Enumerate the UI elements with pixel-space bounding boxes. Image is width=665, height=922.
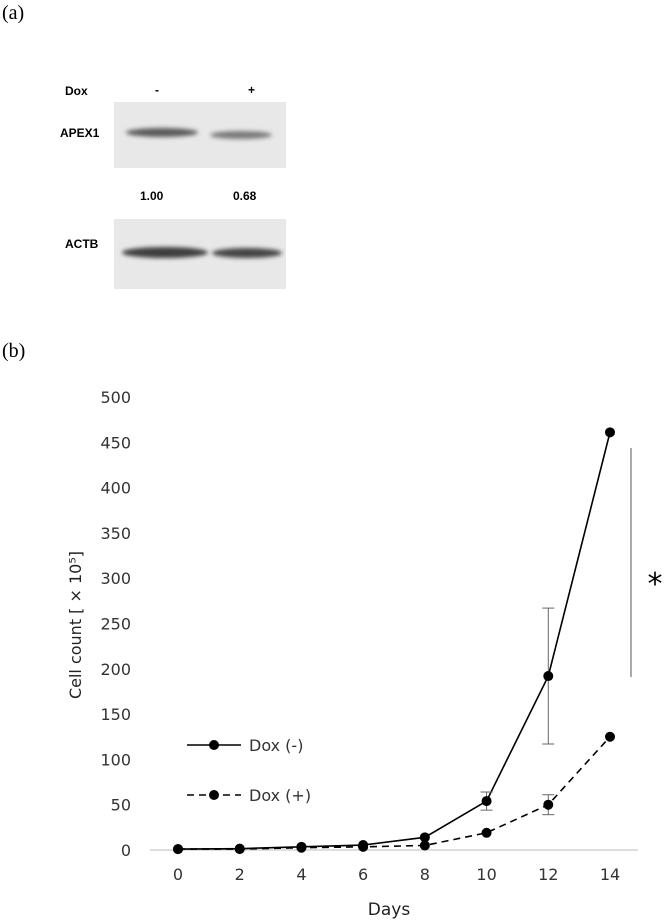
data-point-series-0 bbox=[481, 796, 492, 807]
y-tick-label: 300 bbox=[100, 569, 131, 588]
y-tick-label: 200 bbox=[100, 660, 131, 679]
actb-blot bbox=[114, 219, 286, 289]
series-line-0 bbox=[177, 432, 611, 850]
apex1-blot bbox=[114, 102, 286, 168]
y-tick-label: 0 bbox=[121, 841, 131, 860]
x-tick-label: 0 bbox=[173, 865, 183, 884]
apex1-label: APEX1 bbox=[60, 126, 100, 140]
x-tick-label: 10 bbox=[476, 865, 496, 884]
y-axis-title: Cell count [ × 10⁵] bbox=[66, 551, 85, 699]
actb-band-plus bbox=[212, 248, 282, 258]
x-tick-label: 8 bbox=[420, 865, 430, 884]
data-point-series-1 bbox=[543, 799, 554, 810]
x-tick-label: 14 bbox=[600, 865, 620, 884]
data-point-series-0 bbox=[543, 671, 554, 682]
quant-plus: 0.68 bbox=[233, 189, 257, 203]
legend-marker-1 bbox=[209, 790, 219, 800]
data-point-series-1 bbox=[605, 731, 615, 742]
y-tick-label: 500 bbox=[100, 388, 131, 407]
legend-marker-0 bbox=[209, 740, 219, 750]
y-tick-label: 450 bbox=[100, 433, 131, 452]
data-point-series-1 bbox=[173, 844, 183, 855]
data-point-series-0 bbox=[605, 427, 615, 438]
y-tick-label: 50 bbox=[111, 796, 131, 815]
quant-minus: 1.00 bbox=[140, 189, 164, 203]
actb-band-minus bbox=[122, 247, 208, 258]
apex1-band-plus bbox=[210, 131, 272, 139]
y-tick-label: 100 bbox=[100, 750, 131, 769]
y-tick-label: 250 bbox=[100, 615, 131, 634]
growth-chart: 0 50 100 150 200 250 300 350 400 450 500 0 2 4 6 8 10 12 1… bbox=[66, 388, 663, 920]
series-line-1 bbox=[178, 736, 611, 850]
legend-label-0: Dox (-) bbox=[249, 736, 303, 755]
x-tick-label: 6 bbox=[358, 865, 368, 884]
x-tick-label: 4 bbox=[296, 865, 306, 884]
data-point-series-0 bbox=[419, 832, 430, 843]
y-tick-label: 150 bbox=[100, 705, 131, 724]
data-point-series-1 bbox=[358, 841, 369, 852]
data-point-series-1 bbox=[419, 840, 430, 851]
dox-label: Dox bbox=[65, 84, 88, 98]
apex1-band-minus bbox=[126, 128, 198, 137]
panel-b-label: (b) bbox=[2, 340, 26, 362]
actb-label: ACTB bbox=[65, 237, 99, 251]
data-point-series-1 bbox=[234, 844, 245, 855]
y-tick-label: 350 bbox=[100, 524, 131, 543]
lane-plus-label: + bbox=[248, 83, 256, 97]
data-point-series-1 bbox=[296, 842, 307, 853]
panel-a-label: (a) bbox=[2, 2, 25, 24]
x-axis-title: Days bbox=[368, 900, 411, 920]
x-tick-label: 12 bbox=[538, 865, 558, 884]
data-point-series-1 bbox=[481, 827, 492, 838]
legend-label-1: Dox (+) bbox=[249, 786, 311, 805]
x-tick-label: 2 bbox=[235, 865, 245, 884]
lane-minus-label: - bbox=[155, 83, 159, 97]
significance-marker: * bbox=[648, 567, 663, 602]
y-tick-label: 400 bbox=[100, 479, 131, 498]
